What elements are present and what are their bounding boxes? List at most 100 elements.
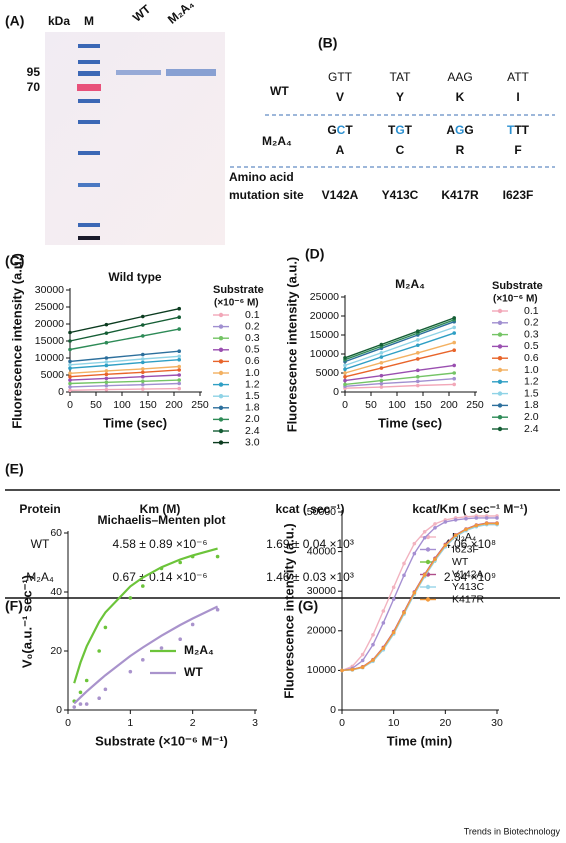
data-point <box>452 382 457 387</box>
data-point <box>141 374 145 379</box>
legend-marker <box>218 359 224 364</box>
data-point <box>104 372 109 377</box>
wt-band <box>116 70 161 75</box>
series-line <box>344 372 455 386</box>
data-point <box>379 355 384 359</box>
x-tick-label: 3 <box>252 717 258 729</box>
series-line <box>344 321 455 363</box>
data-point <box>178 560 182 565</box>
legend-label: 2.4 <box>245 425 260 437</box>
series-line <box>69 308 180 334</box>
data-point <box>68 330 72 335</box>
series-line <box>341 517 497 672</box>
panel-label: (C) <box>5 253 24 269</box>
data-point <box>141 370 145 375</box>
legend-label: 0.1 <box>245 309 260 321</box>
series-line <box>69 369 180 378</box>
data-point <box>97 696 101 700</box>
kda-mark: 70 <box>27 80 41 94</box>
y-tick-label: 30000 <box>307 585 336 597</box>
y-tick-label: 25000 <box>310 291 339 303</box>
data-point <box>379 381 384 386</box>
gel <box>45 32 225 245</box>
data-point <box>402 561 406 566</box>
data-point <box>416 357 420 361</box>
marker-lane <box>77 44 101 240</box>
data-point <box>416 338 420 342</box>
legend-marker <box>218 394 224 399</box>
data-point <box>84 702 89 706</box>
legend-marker <box>497 379 503 384</box>
data-point <box>68 381 72 386</box>
data-point <box>190 554 195 559</box>
series-line <box>69 374 180 381</box>
y-tick-label: 40000 <box>307 545 336 557</box>
lane-label: M <box>84 14 94 28</box>
data-point <box>379 351 384 355</box>
series-line <box>69 379 180 385</box>
data-point <box>104 363 109 368</box>
data-point <box>104 376 109 381</box>
data-point <box>68 388 72 393</box>
legend-marker <box>218 324 224 329</box>
data-point <box>416 329 420 334</box>
mutation-site: I623F <box>503 188 534 202</box>
data-point <box>402 610 406 615</box>
chart-title: Michaelis–Menten plot <box>97 513 225 527</box>
data-point <box>343 363 347 368</box>
data-point <box>68 347 72 352</box>
y-tick-label: 30000 <box>35 284 64 296</box>
legend-marker <box>218 417 224 422</box>
panel-label: (A) <box>5 13 24 29</box>
legend-label: 1.0 <box>524 364 539 376</box>
table-cell: 0.67 ± 0.14 ×10⁻⁶ <box>113 570 208 584</box>
series-line <box>69 359 180 369</box>
y-tick-label: 0 <box>56 704 62 716</box>
series-line <box>344 332 455 370</box>
data-point <box>379 360 384 365</box>
series-line <box>344 378 455 387</box>
kda-label: kDa <box>48 14 70 28</box>
y-tick-label: 60 <box>50 527 62 539</box>
mutation-site: K417R <box>441 188 479 202</box>
data-point <box>452 363 457 368</box>
series-line <box>69 365 180 374</box>
legend-marker <box>425 559 431 565</box>
legend-marker <box>218 312 224 318</box>
table-cell: 1.69 ± 0.04 ×10³ <box>266 537 354 551</box>
data-point <box>141 658 145 662</box>
codon-letter: T <box>514 123 522 137</box>
legend-marker <box>218 405 224 410</box>
data-point <box>141 357 145 361</box>
codon: AAG <box>447 70 472 84</box>
table-cell: 4.58 ± 0.89 ×10⁻⁶ <box>113 537 208 551</box>
x-tick-label: 50 <box>90 399 102 411</box>
codon: ATT <box>507 70 529 84</box>
x-tick-label: 50 <box>365 399 377 411</box>
x-tick-label: 20 <box>439 717 451 729</box>
codon: GCT <box>327 123 353 137</box>
x-tick-label: 100 <box>113 399 131 411</box>
data-point <box>177 357 181 362</box>
data-point <box>104 356 109 360</box>
legend-label: 0.5 <box>245 344 260 356</box>
data-point <box>141 584 145 588</box>
series-line <box>341 515 497 672</box>
legend-label: 1.5 <box>245 390 260 402</box>
data-point <box>371 642 375 647</box>
data-point <box>379 385 384 389</box>
codon: GTT <box>328 70 353 84</box>
data-point <box>464 527 468 532</box>
x-tick-label: 150 <box>414 399 432 411</box>
codon: TGT <box>388 123 413 137</box>
y-axis-label: Fluorescence intensity (a.u.) <box>9 253 24 429</box>
data-point <box>452 376 457 381</box>
kda-mark: 95 <box>27 65 41 79</box>
codon-letter: A <box>446 123 455 137</box>
legend-label: I623F <box>452 543 479 555</box>
data-point <box>443 520 448 524</box>
series-line <box>69 382 180 388</box>
legend-label: WT <box>184 665 203 679</box>
data-point <box>177 373 181 377</box>
